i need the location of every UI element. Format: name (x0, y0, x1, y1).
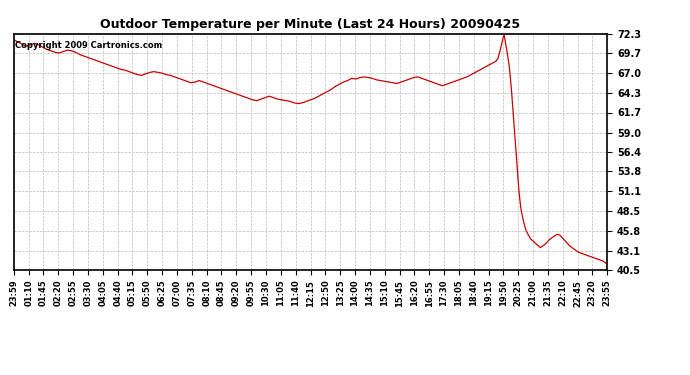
Text: Copyright 2009 Cartronics.com: Copyright 2009 Cartronics.com (15, 41, 162, 50)
Title: Outdoor Temperature per Minute (Last 24 Hours) 20090425: Outdoor Temperature per Minute (Last 24 … (101, 18, 520, 31)
